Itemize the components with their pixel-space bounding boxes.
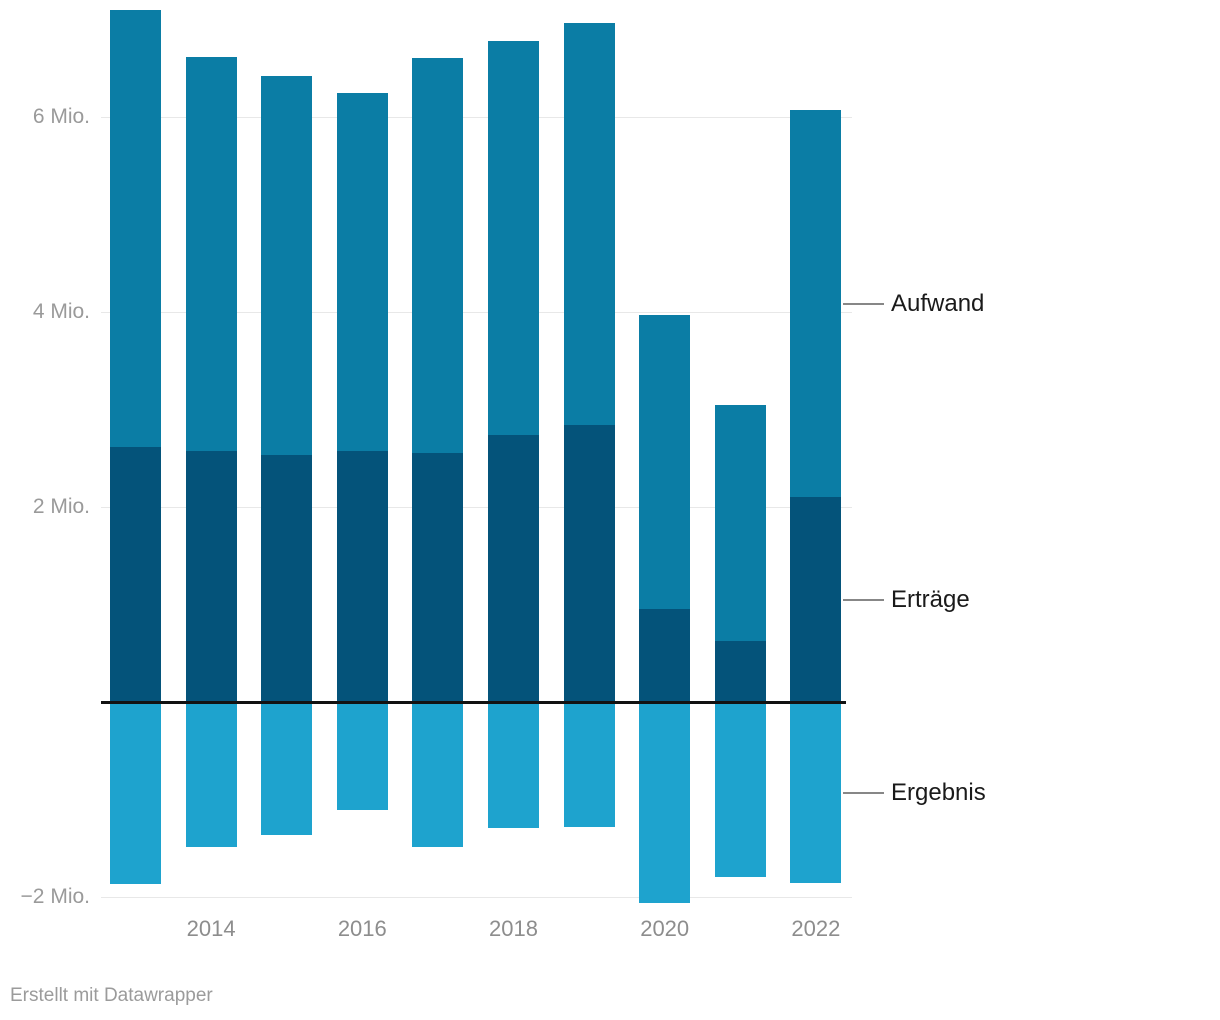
bar-ertraege-2015[interactable] [261, 455, 313, 702]
bar-ertraege-2013[interactable] [110, 446, 161, 702]
bar-ergebnis-2022[interactable] [790, 702, 842, 884]
bar-ergebnis-2020[interactable] [639, 702, 691, 903]
x-axis-label-2016: 2016 [337, 916, 387, 941]
y-axis-label-6-mio: 6 Mio. [32, 105, 90, 128]
bar-ergebnis-2013[interactable] [110, 702, 161, 885]
bar-ertraege-2014[interactable] [185, 451, 237, 702]
bar-ertraege-2018[interactable] [488, 434, 539, 702]
legend-label-ergebnis: Ergebnis [891, 778, 986, 806]
bar-ergebnis-2015[interactable] [261, 702, 313, 835]
legend-label-aufwand: Aufwand [891, 289, 985, 317]
bar-ergebnis-2016[interactable] [336, 702, 388, 811]
legend-leader-ergebnis [843, 791, 884, 794]
x-axis-label-2018: 2018 [489, 916, 538, 941]
y-axis-label--2-mio: −2 Mio. [20, 885, 90, 908]
bar-ertraege-2021[interactable] [714, 640, 766, 702]
legend-leader-ertraege [843, 598, 884, 601]
bar-ertraege-2020[interactable] [639, 609, 691, 702]
gridline--2-mio [101, 897, 852, 898]
gridline-6-mio [101, 117, 852, 118]
bar-ergebnis-2017[interactable] [412, 702, 464, 848]
bar-ertraege-2022[interactable] [790, 497, 842, 703]
bar-ergebnis-2018[interactable] [488, 702, 539, 828]
legend-label-ertraege: Erträge [891, 585, 970, 613]
legend-leader-aufwand [843, 302, 884, 305]
bar-ertraege-2017[interactable] [412, 453, 464, 702]
y-axis-label-4-mio: 4 Mio. [32, 300, 90, 323]
bar-ergebnis-2019[interactable] [563, 702, 615, 827]
zero-baseline [101, 700, 846, 704]
datawrapper-credit-link[interactable]: Erstellt mit Datawrapper [10, 985, 213, 1006]
x-axis-label-2014: 2014 [186, 916, 236, 941]
gridline-4-mio [101, 312, 852, 313]
y-axis-label-2-mio: 2 Mio. [32, 495, 90, 518]
bar-ergebnis-2014[interactable] [185, 702, 237, 848]
gridline-2-mio [101, 507, 852, 508]
x-axis-label-2020: 2020 [640, 916, 690, 941]
bar-ertraege-2019[interactable] [563, 425, 615, 702]
x-axis-label-2022: 2022 [791, 916, 841, 941]
bar-ergebnis-2021[interactable] [714, 702, 766, 877]
bar-ertraege-2016[interactable] [336, 451, 388, 702]
